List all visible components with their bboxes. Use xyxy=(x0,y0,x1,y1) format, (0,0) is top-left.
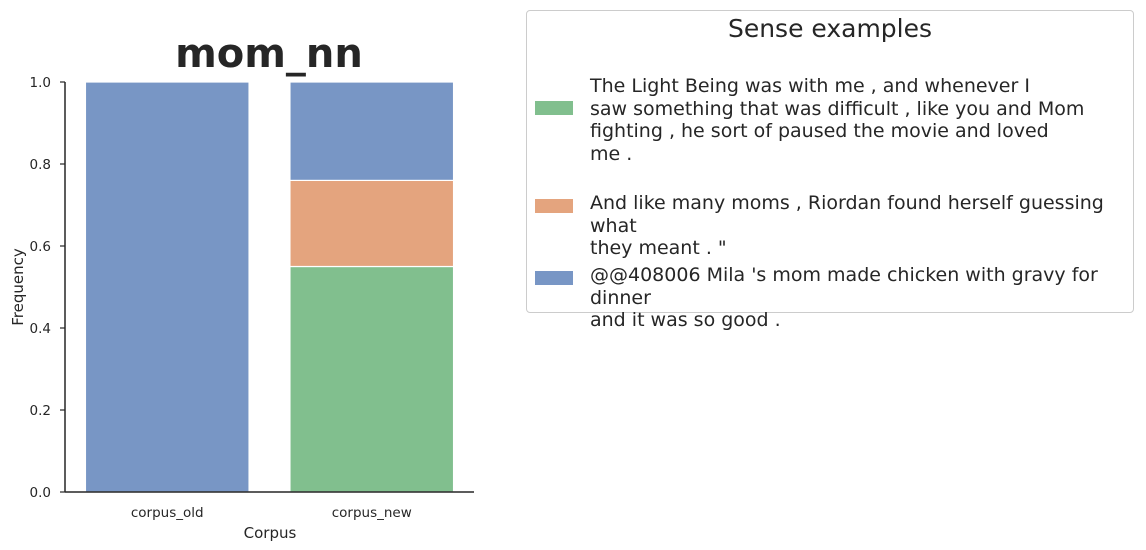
legend-label-line: fighting , he sort of paused the movie a… xyxy=(590,120,1049,142)
legend-swatch-0 xyxy=(535,101,573,115)
legend-label-line: And like many moms , Riordan found herse… xyxy=(590,192,1104,237)
y-tick-label: 0.0 xyxy=(30,485,51,501)
y-tick-label: 0.2 xyxy=(30,403,51,419)
bar-corpus_new-series-1 xyxy=(289,179,455,268)
bars-group xyxy=(84,81,455,493)
legend-label-line: and it was so good . xyxy=(590,309,781,331)
bar-corpus_new-series-0 xyxy=(289,265,455,493)
y-axis-label: Frequency xyxy=(9,248,27,326)
y-tick-label: 0.4 xyxy=(30,321,51,337)
legend-label-line: The Light Being was with me , and whenev… xyxy=(590,75,1030,97)
y-tick-label: 0.8 xyxy=(30,157,51,173)
x-tick-label-corpus_new: corpus_new xyxy=(332,505,412,521)
y-axis: 0.0 0.2 0.4 0.6 0.8 1.0 xyxy=(30,75,66,501)
x-axis-label: Corpus xyxy=(244,524,297,542)
legend-label-1: And like many moms , Riordan found herse… xyxy=(590,192,1133,260)
x-axis: corpus_old corpus_new xyxy=(65,491,474,521)
bar-corpus_new-series-2 xyxy=(289,81,455,182)
legend: Sense examples The Light Being was with … xyxy=(526,10,1134,331)
chart-title: mom_nn xyxy=(175,31,363,77)
y-tick-label: 0.6 xyxy=(30,239,51,255)
x-tick-label-corpus_old: corpus_old xyxy=(131,505,204,521)
bar-corpus_old-series-2 xyxy=(84,81,250,493)
legend-label-2: @@408006 Mila 's mom made chicken with g… xyxy=(590,264,1133,332)
legend-swatch-2 xyxy=(535,271,573,285)
legend-label-line: saw something that was difficult , like … xyxy=(590,97,1085,120)
legend-title: Sense examples xyxy=(727,14,933,43)
y-tick-label: 1.0 xyxy=(30,75,51,91)
legend-label-line: they meant . " xyxy=(590,237,727,259)
legend-label-line: me . xyxy=(590,142,633,165)
legend-label-0: The Light Being was with me , and whenev… xyxy=(590,75,1084,165)
legend-label-line: @@408006 Mila 's mom made chicken with g… xyxy=(590,264,1098,309)
legend-swatch-1 xyxy=(535,199,573,213)
